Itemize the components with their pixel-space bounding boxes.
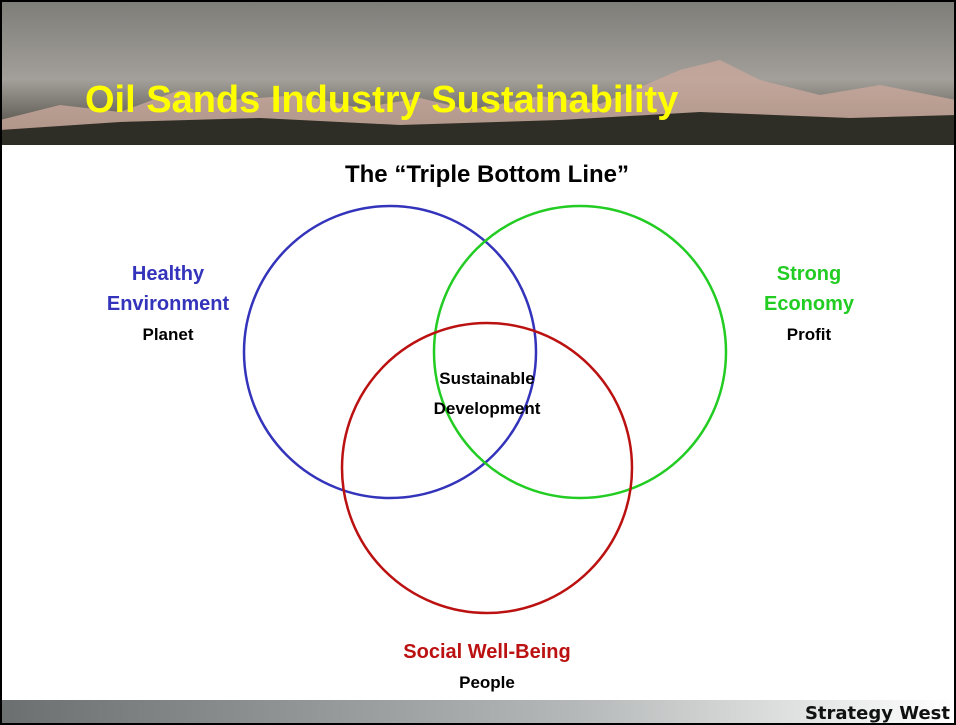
node-caption: Planet (142, 325, 193, 344)
node-caption: People (459, 673, 515, 692)
center-label: Development (434, 399, 541, 418)
footer-logo: Strategy West (805, 703, 950, 724)
diagram-subtitle: The “Triple Bottom Line” (345, 161, 629, 188)
node-label: Healthy (132, 263, 205, 285)
node-label: Social Well-Being (403, 641, 570, 663)
node-label: Strong (777, 263, 841, 285)
node-caption: Profit (787, 325, 832, 344)
node-label: Environment (107, 293, 230, 315)
slide: Oil Sands Industry Sustainability The “T… (0, 0, 956, 725)
header-banner (0, 0, 956, 145)
node-label: Economy (764, 293, 855, 315)
slide-title: Oil Sands Industry Sustainability (85, 79, 678, 121)
center-label: Sustainable (439, 369, 534, 388)
